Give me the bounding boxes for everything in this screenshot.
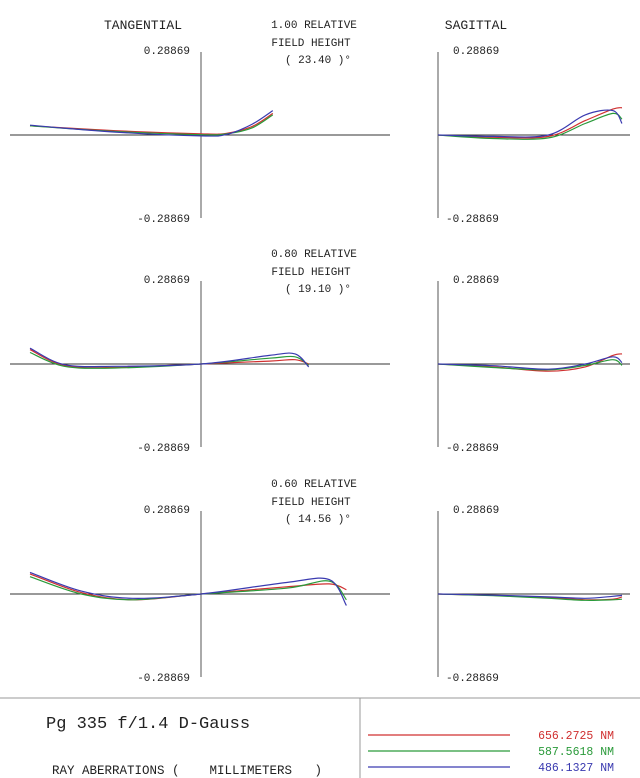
sagittal-plot: 0.28869 -0.28869 (437, 275, 630, 455)
legend: 656.2725 NM 587.5618 NM 486.1327 NM (368, 730, 614, 775)
sagittal-ytick-top: 0.28869 (453, 505, 499, 517)
field-relative-label: 0.80 RELATIVE (271, 249, 357, 261)
sagittal-series-1 (437, 107, 623, 139)
tangential-series-3 (29, 110, 274, 137)
field-angle-label: ( 14.56 )° (285, 514, 351, 526)
tangential-ytick-top: 0.28869 (144, 275, 190, 287)
sagittal-series-3 (437, 356, 623, 370)
legend-label: 656.2725 NM (538, 730, 614, 743)
tangential-series-3 (29, 347, 310, 368)
footer-title: Pg 335 f/1.4 D-Gauss (46, 715, 250, 734)
field-relative-label: 0.60 RELATIVE (271, 479, 357, 491)
sagittal-header: SAGITTAL (445, 18, 507, 33)
footer-subtitle: RAY ABERRATIONS ( MILLIMETERS ) (52, 764, 322, 778)
sagittal-ytick-bottom: -0.28869 (446, 673, 499, 685)
sagittal-series-3 (437, 109, 623, 138)
sagittal-ytick-top: 0.28869 (453, 46, 499, 58)
sagittal-ytick-bottom: -0.28869 (446, 443, 499, 455)
field-angle-label: ( 19.10 )° (285, 284, 351, 296)
tangential-plot: 0.28869 -0.28869 (10, 275, 390, 455)
sagittal-plot: 0.28869 -0.28869 (437, 505, 630, 685)
sagittal-series-2 (437, 359, 623, 371)
tangential-plot: 0.28869 -0.28869 (10, 46, 390, 226)
tangential-series-1 (29, 112, 274, 135)
legend-label: 486.1327 NM (538, 762, 614, 775)
sagittal-series-3 (437, 593, 623, 599)
tangential-series-2 (29, 576, 347, 601)
sagittal-ytick-top: 0.28869 (453, 275, 499, 287)
tangential-ytick-top: 0.28869 (144, 505, 190, 517)
field-angle-label: ( 23.40 )° (285, 55, 351, 67)
tangential-series-3 (29, 571, 347, 606)
tangential-ytick-bottom: -0.28869 (137, 673, 190, 685)
field-height-label: FIELD HEIGHT (271, 267, 351, 279)
field-relative-label: 1.00 RELATIVE (271, 20, 357, 32)
tangential-header: TANGENTIAL (104, 18, 182, 33)
sagittal-series-2 (437, 112, 623, 140)
legend-label: 587.5618 NM (538, 746, 614, 759)
tangential-plot: 0.28869 -0.28869 (10, 505, 390, 685)
tangential-ytick-bottom: -0.28869 (137, 214, 190, 226)
sagittal-ytick-bottom: -0.28869 (446, 214, 499, 226)
tangential-ytick-bottom: -0.28869 (137, 443, 190, 455)
tangential-ytick-top: 0.28869 (144, 46, 190, 58)
sagittal-series-1 (437, 353, 623, 372)
field-height-label: FIELD HEIGHT (271, 38, 351, 50)
field-height-label: FIELD HEIGHT (271, 497, 351, 509)
sagittal-plot: 0.28869 -0.28869 (437, 46, 630, 226)
